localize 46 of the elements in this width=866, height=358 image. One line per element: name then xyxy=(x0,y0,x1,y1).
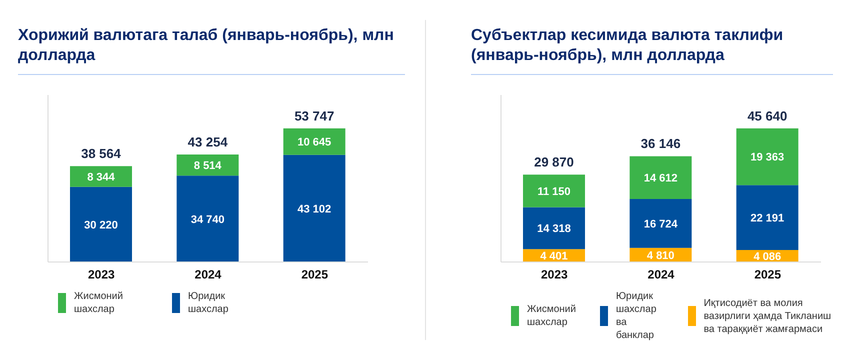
x-tick-label: 2023 xyxy=(540,268,568,282)
chart-title: Субъектлар кесимида валюта таклифи (январь-ноябрь), млн долларда xyxy=(471,26,784,66)
data-label: 8 344 xyxy=(87,172,116,184)
data-label: 34 740 xyxy=(190,214,224,226)
data-label: 10 645 xyxy=(298,136,332,149)
data-label: 14 318 xyxy=(537,223,571,236)
total-label: 45 640 xyxy=(747,108,788,124)
chart-title: Хорижий валютага талаб (январь-ноябрь), млн долларда xyxy=(18,26,395,66)
bar xyxy=(70,186,132,262)
bar xyxy=(523,174,585,208)
x-tick-label: 2025 xyxy=(754,268,782,282)
bar xyxy=(70,166,132,187)
bar xyxy=(283,128,346,155)
total-label: 53 747 xyxy=(294,108,334,124)
bar xyxy=(176,154,239,176)
x-tick-label: 2023 xyxy=(88,268,116,282)
data-label: 8 514 xyxy=(194,160,222,172)
data-label: 11 150 xyxy=(537,186,571,198)
total-label: 29 870 xyxy=(534,154,574,170)
data-label: 14 612 xyxy=(644,172,678,185)
legend-label: Юридик шахслар xyxy=(188,290,230,316)
bar xyxy=(176,176,239,262)
data-label: 16 724 xyxy=(644,218,678,230)
bar xyxy=(523,207,585,250)
x-tick-label: 2024 xyxy=(648,268,675,282)
bar xyxy=(283,154,346,262)
bar xyxy=(736,128,798,186)
data-label: 4 086 xyxy=(754,251,782,264)
data-label: 4 401 xyxy=(540,250,568,263)
x-tick-label: 2024 xyxy=(194,268,222,282)
legend-label: Юридик шахслар ва банклар xyxy=(616,290,658,342)
data-label: 19 363 xyxy=(750,152,784,164)
bar xyxy=(736,185,798,250)
data-label: 30 220 xyxy=(84,219,118,232)
data-label: 4 810 xyxy=(646,250,674,262)
legend-label: Иқтисодиёт ва молия вазирлиги ҳамда Тикланиш ва тараққиёт жамғармаси xyxy=(704,296,832,336)
legend-label: Жисмоний шахслар xyxy=(527,303,576,329)
legend-label: Жисмоний шахслар xyxy=(74,290,124,316)
data-label: 22 191 xyxy=(750,212,784,225)
data-label: 43 102 xyxy=(298,203,332,216)
total-label: 36 146 xyxy=(640,136,681,152)
bar xyxy=(630,156,692,199)
total-label: 38 564 xyxy=(81,146,122,162)
x-tick-label: 2025 xyxy=(301,268,328,282)
bar xyxy=(630,198,692,248)
total-label: 43 254 xyxy=(188,134,228,150)
